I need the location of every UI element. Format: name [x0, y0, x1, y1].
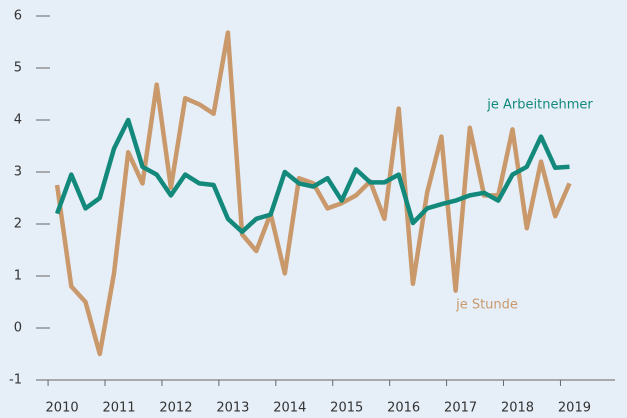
y-tick-label: 0 [14, 321, 22, 336]
x-tick-label: 2010 [46, 401, 79, 416]
y-tick-label: -1 [9, 373, 22, 388]
x-tick-label: 2011 [102, 401, 135, 416]
x-tick-label: 2018 [501, 401, 534, 416]
x-tick-label: 2015 [330, 401, 363, 416]
x-tick-label: 2013 [216, 401, 249, 416]
x-tick-label: 2019 [558, 401, 591, 416]
x-tick-label: 2014 [273, 401, 306, 416]
y-tick-label: 4 [14, 113, 22, 128]
y-tick-label: 6 [14, 9, 22, 24]
x-tick-label: 2012 [159, 401, 192, 416]
y-tick-label: 1 [14, 269, 22, 284]
y-tick-label: 2 [14, 217, 22, 232]
x-tick-label: 2017 [444, 401, 477, 416]
series-label: je Arbeitnehmer [486, 98, 593, 113]
y-tick-label: 5 [14, 61, 22, 76]
series-line [54, 30, 572, 357]
series-line [54, 117, 570, 235]
x-tick-label: 2016 [387, 401, 420, 416]
series-label: je Stunde [455, 298, 518, 313]
y-tick-label: 3 [14, 165, 22, 180]
